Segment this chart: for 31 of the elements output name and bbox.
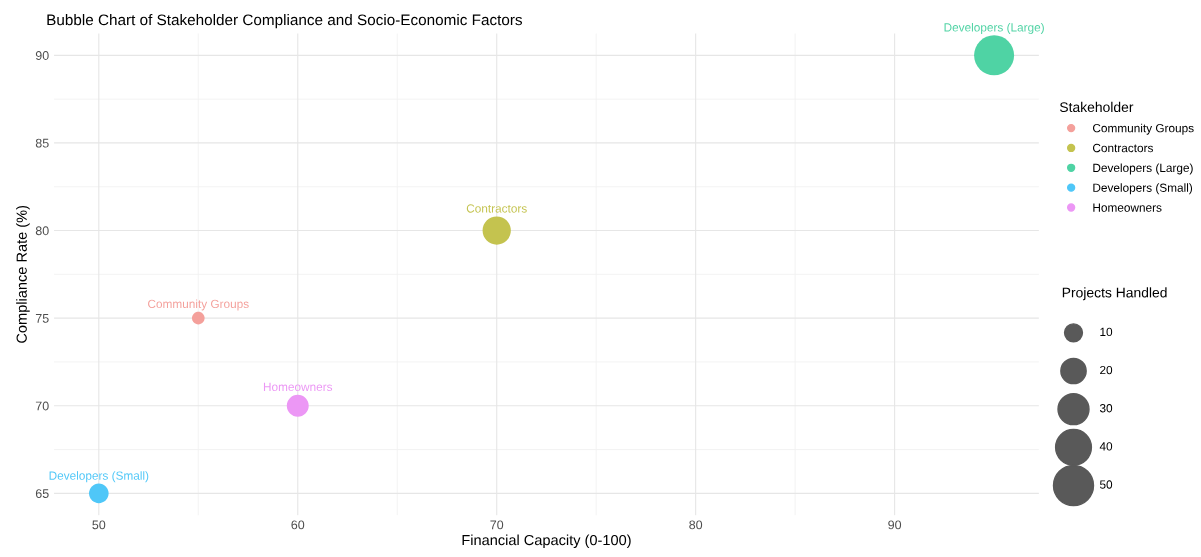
x-tick-label: 60 [291, 520, 305, 530]
legend-label: 30 [1099, 404, 1113, 413]
x-tick-label: 70 [490, 520, 504, 530]
legend-label: Homeowners [1093, 203, 1162, 212]
y-tick-label: 70 [35, 401, 49, 411]
legend-label: 10 [1100, 327, 1113, 337]
legend-label: Community Groups [1092, 123, 1194, 135]
y-tick-label: 75 [35, 314, 49, 323]
y-tick-label: 85 [35, 138, 49, 148]
legend-label: Contractors [1092, 143, 1153, 153]
legend-label: Developers (Large) [1093, 163, 1193, 175]
legend-label: Developers (Small) [1093, 183, 1193, 195]
text: Developers (Small) [49, 471, 149, 483]
legend-label: 20 [1100, 365, 1113, 375]
x-tick-label: 90 [888, 520, 902, 530]
y-tick-label: 80 [35, 226, 49, 236]
x-axis-title: Financial Capacity (0-100) [462, 534, 631, 549]
y-tick-label: 65 [35, 489, 49, 498]
x-tick-label: 80 [689, 520, 703, 530]
x-tick-label: 50 [92, 520, 106, 530]
text: Developers (Large) [944, 22, 1044, 34]
text: Homeowners [263, 382, 333, 392]
legend-label: 40 [1099, 442, 1113, 451]
chart-title: Bubble Chart of Stakeholder Compliance and Socio-Economic Factors [47, 14, 523, 29]
legend-label: 50 [1099, 480, 1113, 489]
text: Community Groups [148, 299, 249, 311]
text: Projects Handled [1062, 287, 1167, 301]
y-axis-title: Compliance Rate (%) [16, 205, 30, 343]
y-tick-label: 90 [35, 51, 49, 60]
text: Contractors [466, 204, 527, 213]
text: Stakeholder [1059, 101, 1134, 113]
